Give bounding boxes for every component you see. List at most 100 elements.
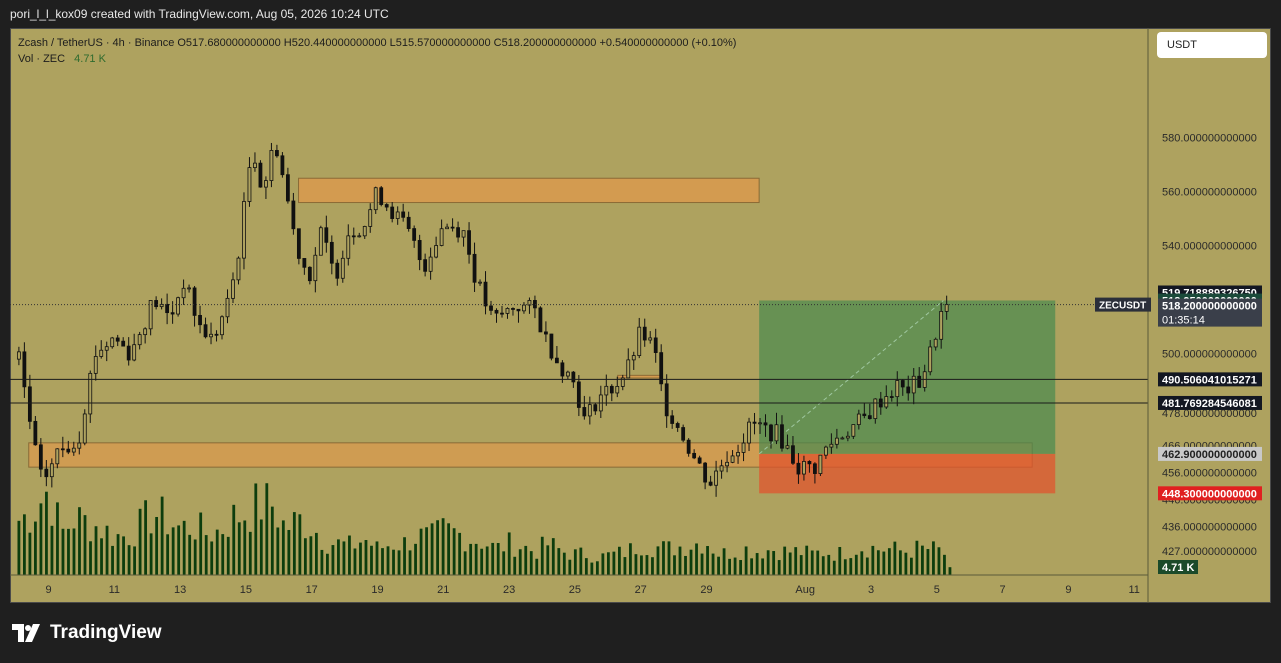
- candle-body: [609, 385, 614, 394]
- volume-bar: [210, 541, 214, 575]
- candle-body: [807, 461, 812, 465]
- candle-body: [49, 463, 54, 478]
- candle-body: [933, 338, 938, 348]
- candle-body: [313, 254, 318, 282]
- candle-body: [38, 444, 43, 470]
- volume-bar: [524, 545, 528, 575]
- candle-body: [209, 333, 213, 338]
- candle-body: [714, 470, 718, 486]
- volume-bar: [243, 520, 247, 575]
- x-tick-label: 5: [934, 584, 940, 596]
- volume-bar: [270, 506, 274, 575]
- vol-value: 4.71 K: [74, 53, 106, 65]
- candle-body: [620, 377, 625, 387]
- volume-bar: [618, 546, 621, 575]
- candle-body: [71, 447, 76, 453]
- countdown-label: 01:35:14: [1162, 315, 1205, 327]
- volume-bar: [706, 546, 709, 575]
- volume-bar: [788, 552, 792, 575]
- candle-body: [439, 228, 444, 246]
- candle-body: [703, 462, 708, 483]
- candle-body: [115, 337, 120, 342]
- candle-body: [401, 211, 406, 218]
- price-label-2-bg: [1158, 446, 1262, 461]
- volume-bar: [827, 554, 831, 575]
- candle-body: [719, 465, 724, 472]
- volume-bar: [122, 536, 125, 575]
- x-tick-label: 15: [240, 584, 252, 596]
- volume-bar: [375, 541, 379, 575]
- volume-bar: [651, 557, 654, 575]
- volume-bar: [452, 528, 456, 575]
- volume-bar: [314, 532, 318, 575]
- candle-body: [944, 304, 949, 312]
- candle-body: [587, 404, 592, 417]
- x-tick-label: Aug: [795, 584, 815, 596]
- volume-bar: [518, 549, 522, 575]
- candle-body: [939, 310, 944, 340]
- volume-bar: [513, 556, 517, 575]
- candle-body: [780, 424, 784, 449]
- volume-bar: [540, 536, 544, 575]
- x-tick-label: 9: [1065, 584, 1071, 596]
- candle-body: [758, 422, 762, 425]
- volume-bar: [386, 546, 390, 575]
- x-tick-label: 29: [700, 584, 712, 596]
- axes-layer: 580.000000000000 560.000000000000 540.0000…: [10, 28, 1257, 603]
- chart-credit: pori_l_l_kox09 created with TradingView.…: [10, 7, 389, 21]
- candle-body: [648, 337, 653, 341]
- candle-body: [390, 206, 395, 219]
- candle-body: [511, 308, 515, 310]
- candle-body: [340, 257, 345, 279]
- candle-body: [55, 448, 60, 465]
- volume-bar: [678, 546, 682, 575]
- volume-bar: [689, 549, 693, 575]
- candle-body: [730, 455, 735, 463]
- volume-bar: [573, 549, 577, 575]
- brand-name: TradingView: [50, 622, 162, 643]
- symbol-tag-bg: [1095, 297, 1151, 312]
- candle-body: [357, 235, 362, 238]
- candle-body: [296, 228, 301, 259]
- y-tick-label: 580.000000000000: [1162, 133, 1257, 145]
- candle-body: [428, 256, 433, 272]
- candle-body: [214, 333, 219, 336]
- tradingview-logo: TradingView: [12, 622, 162, 644]
- volume-bar: [155, 516, 159, 575]
- candle-body: [27, 386, 32, 422]
- candle-body: [516, 308, 521, 312]
- volume-bar: [843, 559, 847, 575]
- x-tick-label: 21: [437, 584, 449, 596]
- candle-body: [533, 300, 537, 309]
- volume-bar: [182, 520, 186, 575]
- zone-loss: [759, 453, 1056, 494]
- volume-bar: [761, 558, 765, 575]
- volume-bar: [463, 551, 467, 575]
- volume-bar: [56, 502, 59, 575]
- volume-bar: [943, 554, 946, 575]
- candle-body: [692, 452, 697, 459]
- price-chart[interactable]: 580.000000000000 560.000000000000 540.0000…: [10, 28, 1271, 603]
- candle-body: [571, 371, 576, 383]
- volume-bar: [419, 528, 423, 575]
- candle-body: [829, 443, 834, 448]
- volume-bar: [353, 548, 357, 575]
- volume-bar: [105, 525, 109, 575]
- volume-bar: [149, 533, 153, 575]
- candle-body: [291, 200, 296, 230]
- candle-body: [307, 266, 312, 282]
- volume-bar: [83, 515, 87, 575]
- candle-body: [137, 334, 142, 346]
- chart-legend-line1: Zcash / TetherUS · 4h · Binance O517.680…: [18, 37, 736, 49]
- candle-body: [763, 422, 768, 426]
- candle-body: [423, 259, 428, 272]
- candle-body: [368, 209, 373, 227]
- x-tick-label: 7: [1000, 584, 1006, 596]
- volume-bar: [854, 554, 858, 575]
- candle-body: [500, 312, 504, 315]
- candle-body: [121, 340, 126, 347]
- candle-body: [615, 386, 620, 394]
- currency-select-button[interactable]: USDT: [1157, 32, 1267, 58]
- candle-body: [522, 304, 526, 312]
- volume-bar: [337, 539, 340, 575]
